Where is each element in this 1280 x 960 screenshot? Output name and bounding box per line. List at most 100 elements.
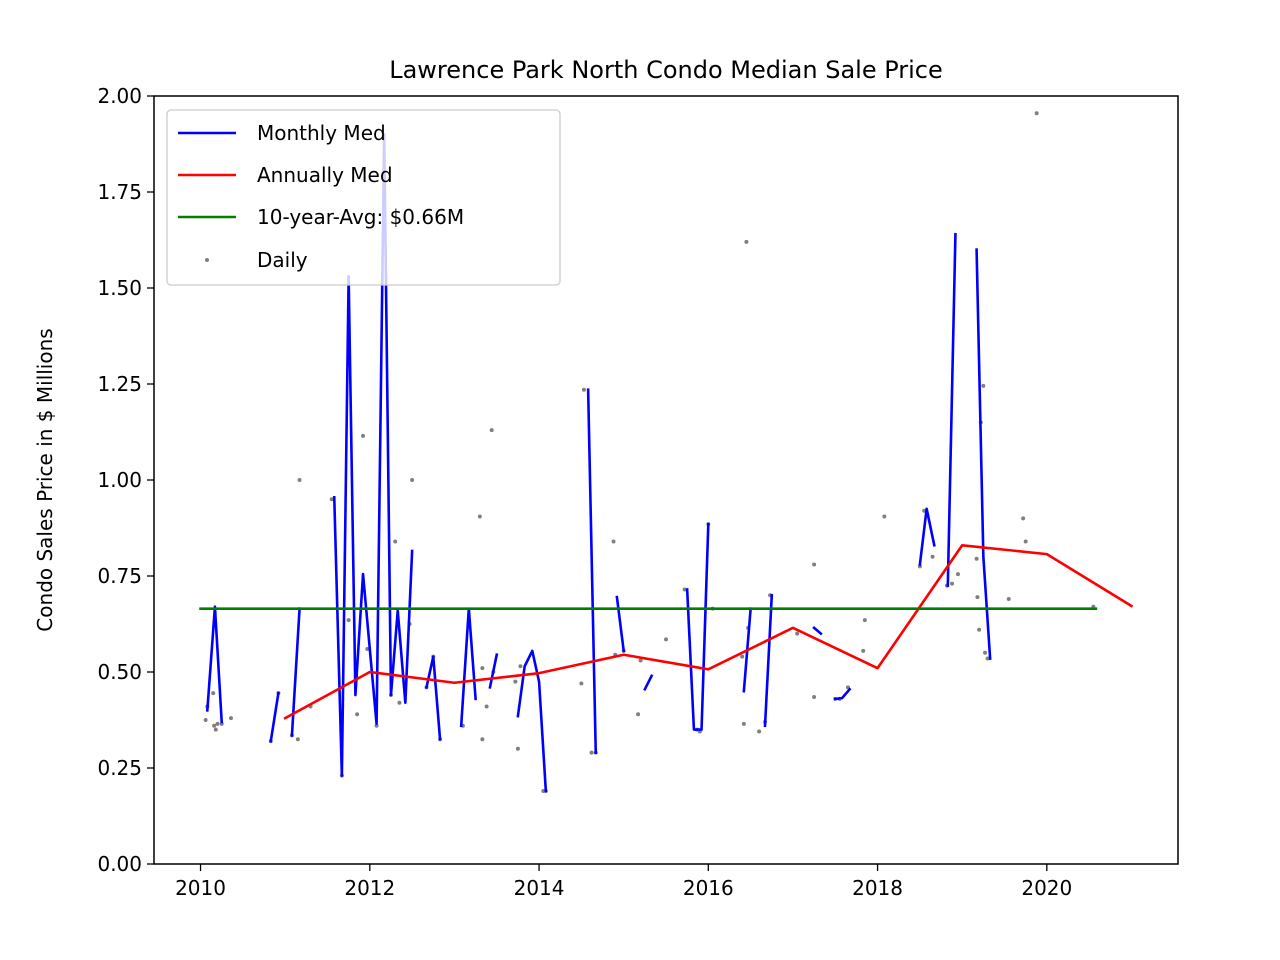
- daily-point: [950, 581, 955, 586]
- daily-point: [579, 681, 584, 686]
- daily-point: [664, 637, 668, 642]
- legend-box: [166, 109, 561, 286]
- daily-point: [930, 554, 935, 559]
- daily-point: [489, 428, 494, 433]
- y-tick-label: 0.75: [97, 564, 142, 588]
- daily-point: [203, 718, 208, 722]
- y-tick-label: 1.50: [97, 276, 142, 300]
- daily-point: [410, 478, 415, 482]
- legend-label: Monthly Med: [257, 121, 386, 145]
- daily-point: [862, 618, 867, 623]
- daily-point: [541, 789, 546, 794]
- daily-point: [638, 658, 643, 663]
- daily-point: [611, 539, 616, 544]
- axes: 2010 2012 2014 2016 2018 2020 0.00 0.25 0.50 0.75…: [97, 84, 1072, 900]
- daily-point: [581, 387, 586, 392]
- legend: Monthly Med Annually Med 10-year-Avg: $0.6…: [166, 109, 561, 286]
- daily-point: [812, 694, 817, 699]
- daily-point: [365, 646, 370, 651]
- monthly-med-line: [488, 653, 499, 689]
- monthly-med-line: [643, 674, 654, 692]
- daily-point: [513, 679, 518, 684]
- daily-point: [682, 587, 687, 592]
- daily-point: [212, 723, 217, 728]
- monthly-med-line: [516, 649, 548, 793]
- daily-point: [477, 514, 482, 519]
- y-tick-label: 1.00: [97, 468, 142, 492]
- plot-area: [199, 111, 1134, 794]
- monthly-med-line: [833, 687, 852, 701]
- monthly-med-line: [332, 133, 414, 777]
- daily-point: [515, 746, 520, 751]
- y-tick-label: 1.25: [97, 372, 142, 396]
- daily-point: [484, 704, 489, 709]
- daily-point: [955, 572, 960, 577]
- daily-point: [740, 654, 745, 659]
- daily-point: [812, 562, 817, 567]
- monthly-med-line: [205, 605, 224, 724]
- daily-point: [589, 750, 594, 755]
- monthly-med-line: [615, 595, 626, 653]
- daily-point: [1006, 597, 1011, 602]
- daily-point: [295, 737, 300, 742]
- monthly-med-line: [975, 248, 992, 660]
- daily-point: [297, 478, 302, 482]
- y-tick-label: 0.50: [97, 660, 142, 684]
- daily-point: [480, 737, 485, 742]
- daily-point: [1023, 539, 1028, 544]
- daily-point: [861, 648, 866, 653]
- x-tick-label: 2020: [1021, 876, 1072, 900]
- x-tick-label: 2014: [514, 876, 565, 900]
- legend-label: 10-year-Avg: $0.66M: [257, 205, 464, 229]
- monthly-med-line: [946, 232, 957, 587]
- y-tick-label: 0.00: [97, 852, 142, 876]
- daily-point: [518, 664, 523, 669]
- monthly-med-line: [685, 522, 710, 731]
- daily-point: [977, 627, 982, 632]
- daily-point: [480, 666, 485, 671]
- monthly-med-line: [763, 593, 774, 728]
- x-tick-label: 2012: [344, 876, 395, 900]
- annually-med-line: [283, 543, 1134, 720]
- daily-point: [213, 727, 218, 732]
- daily-point: [974, 556, 979, 561]
- legend-label: Annually Med: [257, 163, 393, 187]
- daily-point: [361, 433, 366, 438]
- y-tick-label: 0.25: [97, 756, 142, 780]
- daily-point: [229, 716, 234, 721]
- daily-point: [397, 700, 402, 705]
- daily-point: [355, 712, 360, 717]
- daily-point: [1034, 111, 1039, 116]
- y-tick-label: 2.00: [97, 84, 142, 108]
- daily-point: [983, 650, 988, 655]
- chart-title: Lawrence Park North Condo Median Sale Pr…: [389, 56, 943, 84]
- daily-point: [882, 514, 887, 519]
- daily-point: [393, 539, 398, 544]
- x-tick-label: 2010: [175, 876, 226, 900]
- daily-point: [985, 656, 990, 661]
- daily-point: [329, 497, 334, 502]
- daily-point: [757, 729, 762, 734]
- monthly-med-line: [812, 626, 823, 636]
- daily-point: [636, 712, 641, 717]
- monthly-med-line: [586, 388, 598, 754]
- daily-point: [741, 721, 746, 726]
- monthly-med-line: [269, 691, 280, 743]
- daily-point: [975, 595, 980, 600]
- daily-point: [215, 721, 220, 726]
- legend-label: Daily: [257, 248, 308, 272]
- monthly-med-line: [918, 507, 936, 566]
- daily-point: [744, 239, 749, 244]
- daily-point: [1021, 516, 1026, 521]
- legend-marker: [205, 258, 209, 262]
- daily-point: [346, 618, 351, 623]
- daily-point: [981, 383, 986, 388]
- x-tick-label: 2018: [852, 876, 903, 900]
- daily-point: [374, 723, 379, 728]
- x-tick-label: 2016: [683, 876, 734, 900]
- daily-point: [211, 691, 216, 696]
- daily-point: [795, 631, 800, 636]
- y-axis-label: Condo Sales Price in $ Millions: [33, 328, 57, 631]
- monthly-med-line: [424, 655, 442, 741]
